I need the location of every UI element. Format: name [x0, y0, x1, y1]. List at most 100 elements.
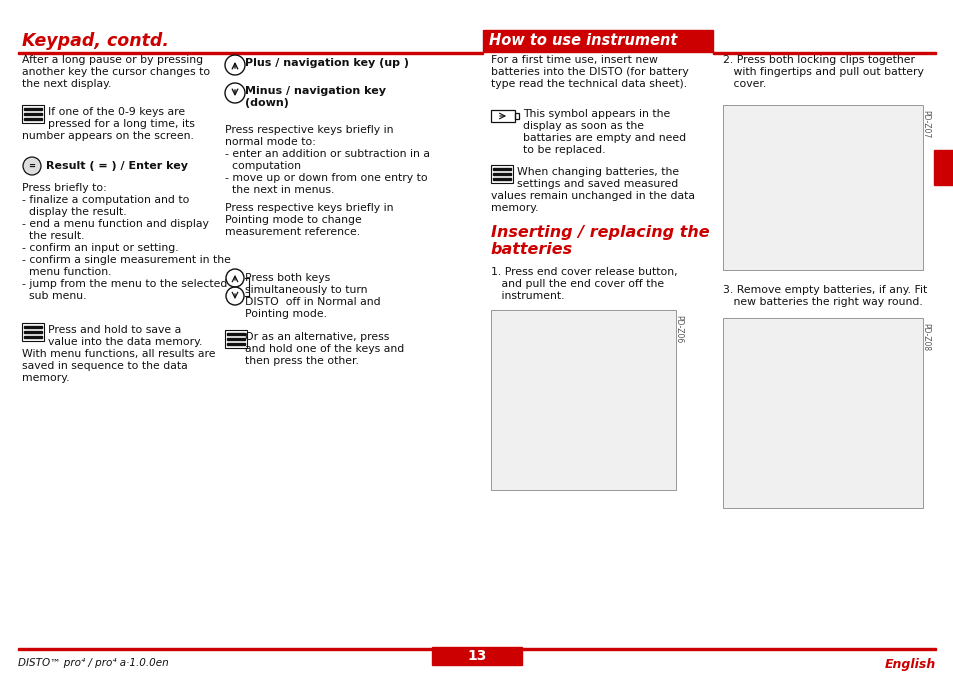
Text: instrument.: instrument. [491, 291, 564, 301]
Text: English: English [883, 658, 935, 671]
Text: display as soon as the: display as soon as the [522, 121, 643, 131]
Text: DISTO™ pro⁴ / pro⁴ a·1.0.0en: DISTO™ pro⁴ / pro⁴ a·1.0.0en [18, 658, 169, 668]
Bar [722, 318, 923, 508]
Text: en: en [934, 160, 952, 173]
Bar [491, 310, 676, 490]
Text: How to use instrument: How to use instrument [489, 33, 677, 48]
Text: type read the technical data sheet).: type read the technical data sheet). [491, 79, 686, 89]
Bar [227, 333, 245, 335]
Bar [482, 30, 712, 52]
Text: Result ( = ) / Enter key: Result ( = ) / Enter key [46, 161, 188, 171]
Text: - move up or down from one entry to: - move up or down from one entry to [225, 173, 427, 183]
Bar [24, 118, 42, 120]
Text: and pull the end cover off the: and pull the end cover off the [491, 279, 663, 289]
Bar [24, 326, 42, 328]
Text: to be replaced.: to be replaced. [522, 145, 605, 155]
Bar [24, 113, 42, 115]
Text: =: = [29, 162, 35, 171]
Bar [712, 52, 935, 53]
Text: new batteries the right way round.: new batteries the right way round. [722, 297, 922, 307]
Text: Pointing mode.: Pointing mode. [245, 309, 327, 319]
Text: Press briefly to:: Press briefly to: [22, 183, 107, 193]
Text: battaries are empty and need: battaries are empty and need [522, 133, 685, 143]
Text: - confirm a single measurement in the: - confirm a single measurement in the [22, 255, 231, 265]
Text: memory.: memory. [22, 373, 70, 383]
Text: with fingertips and pull out battery: with fingertips and pull out battery [722, 67, 923, 77]
Text: When changing batteries, the: When changing batteries, the [517, 167, 679, 177]
Text: pressed for a long time, its: pressed for a long time, its [48, 119, 194, 129]
Text: Inserting / replacing the: Inserting / replacing the [491, 225, 709, 240]
Text: and hold one of the keys and: and hold one of the keys and [245, 344, 404, 354]
Text: With menu functions, all results are: With menu functions, all results are [22, 349, 215, 359]
Bar [24, 108, 42, 110]
Text: normal mode to:: normal mode to: [225, 137, 315, 147]
Text: value into the data memory.: value into the data memory. [48, 337, 202, 347]
Text: Keypad, contd.: Keypad, contd. [22, 32, 169, 50]
Text: measurement reference.: measurement reference. [225, 227, 359, 237]
Text: saved in sequence to the data: saved in sequence to the data [22, 361, 188, 371]
Text: - finalize a computation and to: - finalize a computation and to [22, 195, 190, 205]
Bar [24, 336, 42, 338]
Text: 13: 13 [467, 649, 486, 663]
Text: simultaneously to turn: simultaneously to turn [245, 285, 367, 295]
Text: Press respective keys briefly in: Press respective keys briefly in [225, 203, 393, 213]
Bar [24, 331, 42, 333]
Text: - enter an addition or subtraction in a: - enter an addition or subtraction in a [225, 149, 430, 159]
Text: This symbol appears in the: This symbol appears in the [522, 109, 670, 119]
Text: Press and hold to save a: Press and hold to save a [48, 325, 181, 335]
Text: 3. Remove empty batteries, if any. Fit: 3. Remove empty batteries, if any. Fit [722, 285, 926, 295]
Text: If one of the 0-9 keys are: If one of the 0-9 keys are [48, 107, 185, 117]
Text: Pointing mode to change: Pointing mode to change [225, 215, 361, 225]
Text: DISTO  off in Normal and: DISTO off in Normal and [245, 297, 380, 307]
Text: menu function.: menu function. [22, 267, 112, 277]
Text: settings and saved measured: settings and saved measured [517, 179, 678, 189]
Text: display the result.: display the result. [22, 207, 127, 217]
Text: the next in menus.: the next in menus. [225, 185, 334, 195]
Bar [515, 113, 518, 119]
Text: (down): (down) [245, 98, 289, 108]
Text: sub menu.: sub menu. [22, 291, 87, 301]
Text: then press the other.: then press the other. [245, 356, 358, 366]
Text: Minus / navigation key: Minus / navigation key [245, 86, 386, 96]
Text: PD-Z06: PD-Z06 [673, 315, 682, 343]
Bar [493, 178, 511, 180]
Bar [493, 173, 511, 175]
Bar [18, 52, 482, 53]
Text: 2. Press both locking clips together: 2. Press both locking clips together [722, 55, 914, 65]
Text: batteries: batteries [491, 242, 573, 257]
Bar [722, 105, 923, 270]
Text: values remain unchanged in the data: values remain unchanged in the data [491, 191, 695, 201]
Text: the result.: the result. [22, 231, 85, 241]
Bar [22, 105, 44, 123]
Bar [933, 150, 953, 185]
Bar [491, 110, 515, 122]
Bar [493, 168, 511, 170]
Bar [18, 648, 935, 650]
Text: For a first time use, insert new: For a first time use, insert new [491, 55, 658, 65]
Text: Press both keys: Press both keys [245, 273, 330, 283]
Bar [225, 330, 247, 348]
Text: PD-Z08: PD-Z08 [920, 323, 929, 351]
Text: batteries into the DISTO (for battery: batteries into the DISTO (for battery [491, 67, 688, 77]
Bar [22, 323, 44, 341]
Bar [432, 647, 521, 665]
Bar [227, 343, 245, 345]
Text: PD-Z07: PD-Z07 [920, 110, 929, 138]
Text: Plus / navigation key (up ): Plus / navigation key (up ) [245, 58, 409, 68]
Text: memory.: memory. [491, 203, 537, 213]
Text: number appears on the screen.: number appears on the screen. [22, 131, 193, 141]
Text: - jump from the menu to the selected: - jump from the menu to the selected [22, 279, 227, 289]
Circle shape [23, 157, 41, 175]
Bar [227, 338, 245, 340]
Text: computation: computation [225, 161, 301, 171]
Text: the next display.: the next display. [22, 79, 112, 89]
Bar [491, 165, 513, 183]
Text: Or as an alternative, press: Or as an alternative, press [245, 332, 389, 342]
Text: another key the cursor changes to: another key the cursor changes to [22, 67, 210, 77]
Text: Press respective keys briefly in: Press respective keys briefly in [225, 125, 393, 135]
Text: After a long pause or by pressing: After a long pause or by pressing [22, 55, 203, 65]
Text: - confirm an input or setting.: - confirm an input or setting. [22, 243, 178, 253]
Text: 1. Press end cover release button,: 1. Press end cover release button, [491, 267, 677, 277]
Text: - end a menu function and display: - end a menu function and display [22, 219, 209, 229]
Text: cover.: cover. [722, 79, 765, 89]
